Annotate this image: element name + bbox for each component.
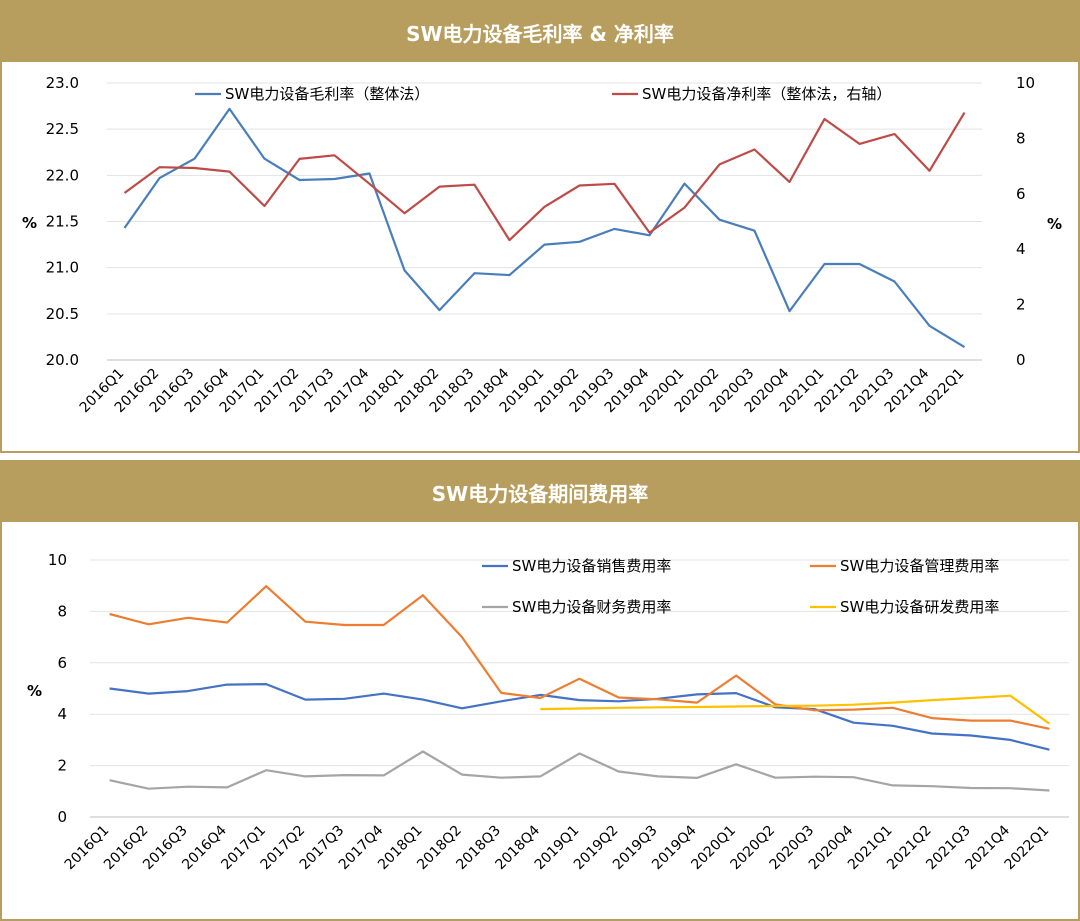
finance-expense-line <box>109 750 1050 792</box>
y-axis-label: % <box>27 682 42 700</box>
y-tick-label: 6 <box>57 654 67 672</box>
y-right-tick-label: 2 <box>1016 296 1026 314</box>
y-left-tick-label: 20.0 <box>46 351 79 369</box>
y-right-tick-label: 10 <box>1016 74 1035 92</box>
y-left-axis-label: % <box>22 214 37 232</box>
y-left-tick-label: 21.5 <box>46 213 79 231</box>
y-right-tick-label: 8 <box>1016 129 1026 147</box>
admin-expense-line <box>109 585 1050 730</box>
y-tick-label: 8 <box>57 602 67 620</box>
y-tick-label: 10 <box>48 551 67 569</box>
legend-label: SW电力设备销售费用率 <box>512 557 671 575</box>
legend-label: SW电力设备财务费用率 <box>512 598 671 616</box>
y-right-axis-label: % <box>1047 215 1062 233</box>
y-tick-label: 2 <box>57 757 67 775</box>
y-left-tick-label: 20.5 <box>46 305 79 323</box>
y-tick-label: 4 <box>57 705 67 723</box>
gross-margin-line <box>123 107 966 349</box>
expense-chart-panel: SW电力设备期间费用率 0 2 4 6 8 10% 2016Q1 2016Q2 2016Q3 20… <box>0 460 1080 921</box>
legend-label: SW电力设备毛利率（整体法） <box>225 85 429 103</box>
y-right-tick-label: 6 <box>1016 185 1026 203</box>
margin-chart-title: SW电力设备毛利率 & 净利率 <box>2 2 1078 62</box>
selling-expense-line <box>109 683 1050 751</box>
y-left-tick-label: 22.5 <box>46 120 79 138</box>
expense-chart: 0246810%2016Q12016Q22016Q32016Q42017Q120… <box>27 551 1069 873</box>
rd-expense-line <box>540 694 1051 725</box>
y-right-tick-label: 0 <box>1016 351 1026 369</box>
y-left-tick-label: 21.0 <box>46 259 79 277</box>
y-tick-label: 0 <box>57 808 67 826</box>
net-margin-line <box>123 112 966 242</box>
legend-label: SW电力设备研发费用率 <box>840 598 999 616</box>
legend-label: SW电力设备管理费用率 <box>840 557 999 575</box>
y-right-tick-label: 4 <box>1016 240 1026 258</box>
legend-label: SW电力设备净利率（整体法，右轴） <box>642 85 891 103</box>
margin-chart-panel: SW电力设备毛利率 & 净利率 20.0 20.5 21.0 21.5 22.0 22.5… <box>0 0 1080 453</box>
y-left-tick-label: 23.0 <box>46 74 79 92</box>
y-left-tick-label: 22.0 <box>46 166 79 184</box>
expense-chart-title: SW电力设备期间费用率 <box>2 462 1078 522</box>
